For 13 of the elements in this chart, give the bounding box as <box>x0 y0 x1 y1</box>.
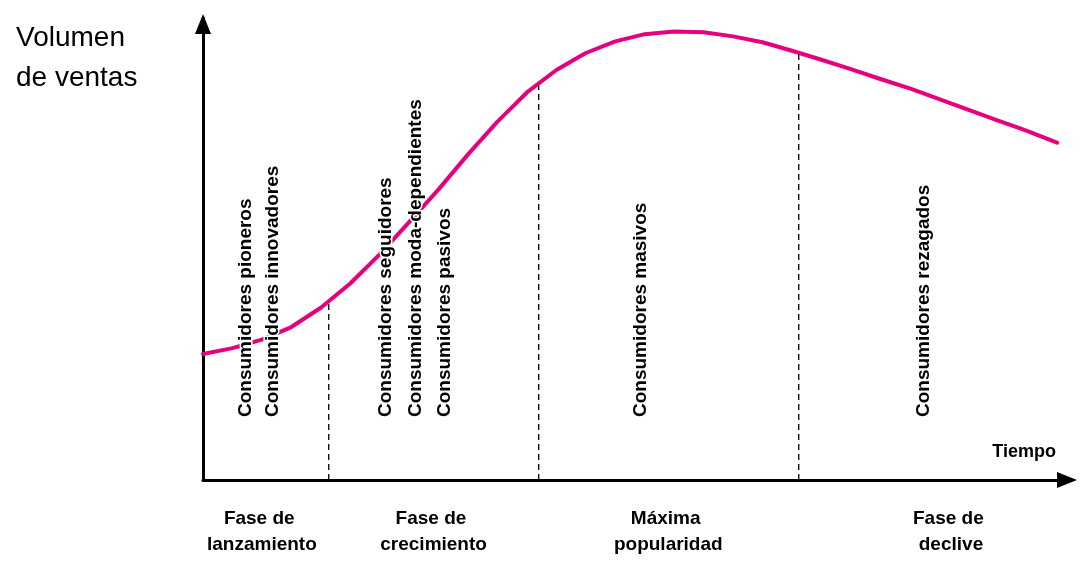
text: Máxima popularidad <box>613 506 723 554</box>
text: Fase de declive <box>912 506 990 554</box>
annotation: Consumidores rezagados <box>911 184 933 417</box>
annotation: Consumidores pasivos <box>433 207 455 417</box>
y-axis-title: Volumen de ventas <box>16 20 138 92</box>
text: Fase de crecimiento <box>380 506 487 554</box>
annotation: Consumidores moda-dependientes <box>403 99 425 417</box>
annotation: Consumidores seguidores <box>374 177 396 417</box>
annotation: Consumidores innovadores <box>261 165 283 417</box>
x-axis-title: Tiempo <box>992 441 1056 461</box>
annotation: Consumidores masivos <box>629 202 651 417</box>
text: Fase de lanzamiento <box>206 506 317 554</box>
annotation: Consumidores pioneros <box>233 198 255 417</box>
